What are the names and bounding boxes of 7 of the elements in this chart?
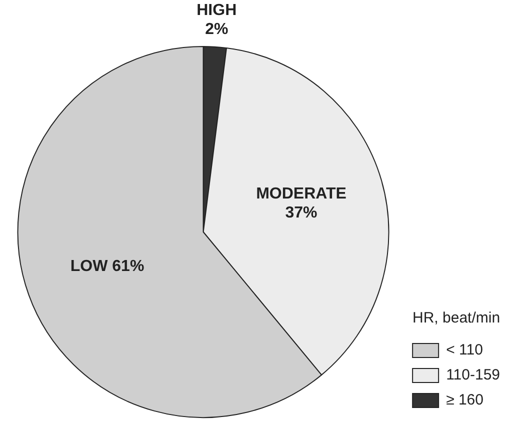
data-label: MODERATE 37% [256,185,347,222]
legend-title: HR, beat/min [412,310,500,327]
legend-label: ≥ 160 [446,392,484,409]
legend-label: < 110 [446,342,483,359]
data-label: LOW 61% [70,258,144,275]
legend-label: 110-159 [446,366,500,384]
data-label: HIGH 2% [196,2,237,38]
